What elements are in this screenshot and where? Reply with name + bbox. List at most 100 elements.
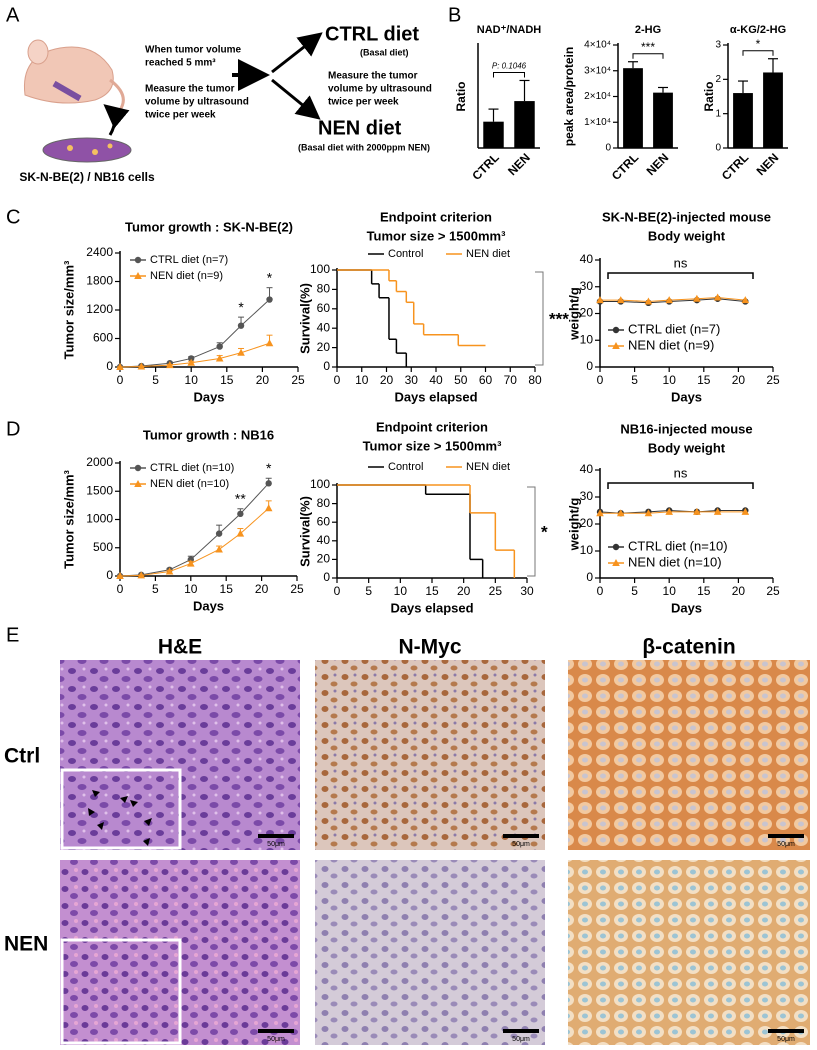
y-tick-label: 0 [605, 143, 611, 154]
category-label: NEN [754, 150, 782, 178]
y-tick-label: 60 [317, 301, 331, 315]
panel-a-text: When tumor volume reached 5 mm³ Measure … [19, 23, 432, 184]
column-header: β-catenin [642, 636, 735, 659]
chart-title: NB16-injected mouse [620, 421, 752, 436]
y-axis-label: weight/g [566, 498, 581, 552]
bar [483, 121, 504, 148]
x-tick-label: 20 [732, 584, 746, 598]
ctrl-detail: (Basal diet) [360, 47, 409, 57]
legend-label: NEN diet (n=9) [150, 270, 223, 282]
ctrl-measure: volume by ultrasound [328, 84, 432, 95]
bar [653, 92, 673, 148]
x-tick-label: 5 [631, 373, 638, 387]
x-tick-label: 15 [697, 584, 711, 598]
legend-label: Control [388, 461, 423, 473]
y-tick-label: 1200 [86, 302, 113, 316]
data-point [188, 355, 195, 362]
legend-marker [612, 559, 620, 566]
measure: volume by ultrasound [145, 97, 249, 108]
legend-label: CTRL diet (n=10) [628, 538, 728, 553]
x-tick-label: 5 [631, 584, 638, 598]
y-tick-label: 0 [323, 570, 330, 584]
data-point [693, 294, 701, 302]
chart-title: α-KG/2-HG [730, 24, 786, 36]
y-tick-label: 20 [580, 306, 594, 320]
panel-label: E [6, 624, 19, 646]
y-tick-label: 2000 [86, 455, 113, 469]
legend-marker [134, 464, 142, 472]
y-tick-label: 0 [106, 359, 113, 373]
data-point [237, 348, 245, 356]
legend-marker [612, 326, 620, 334]
y-tick-label: 0 [323, 359, 330, 373]
y-tick-label: 2×10⁴ [584, 91, 611, 102]
data-point [116, 363, 124, 370]
scale-bar [503, 1029, 539, 1033]
data-point [236, 529, 245, 537]
y-tick-label: 4×10⁴ [584, 40, 611, 51]
category-label: CTRL [609, 150, 642, 183]
y-tick-label: 20 [580, 516, 594, 530]
data-point [616, 296, 625, 304]
chart: 2-HG 0 1×10⁴ 2×10⁴ 3×10⁴ 4×10⁴ peak area/prote… [562, 24, 678, 183]
data-point [137, 571, 146, 579]
data-point [741, 296, 750, 304]
data-point [665, 296, 673, 304]
panel-label: A [6, 4, 20, 26]
x-tick-label: 20 [380, 373, 394, 387]
chart-title: Tumor growth : NB16 [143, 427, 274, 442]
y-tick-label: 80 [317, 496, 331, 510]
x-tick-label: 10 [663, 373, 677, 387]
legend-label: NEN diet (n=9) [628, 337, 714, 352]
x-tick-label: 0 [117, 373, 124, 387]
y-tick-label: 60 [317, 514, 331, 528]
x-tick-label: 10 [185, 373, 199, 387]
sig-bracket [742, 50, 774, 56]
panel-label: C [6, 206, 20, 228]
nen-diet: NEN diet [318, 117, 402, 139]
x-tick-label: 30 [520, 584, 534, 598]
row-label: NEN [4, 933, 48, 956]
x-axis-label: Days elapsed [394, 389, 477, 404]
data-point [216, 343, 223, 350]
bar [623, 68, 643, 148]
y-tick-label: 0 [586, 359, 593, 373]
y-axis-label: Ratio [702, 82, 716, 112]
legend-marker [612, 342, 620, 349]
legend-label: CTRL diet (n=10) [150, 462, 234, 474]
data-point [237, 510, 244, 518]
data-point [266, 296, 273, 303]
x-tick-label: 25 [489, 584, 503, 598]
x-axis-label: Days [193, 598, 224, 613]
x-tick-label: 15 [220, 373, 234, 387]
legend-label: NEN diet [466, 248, 510, 260]
scale-bar-label: 50μm [267, 1036, 285, 1043]
y-tick-label: 20 [317, 552, 331, 566]
x-tick-label: 20 [732, 373, 746, 387]
y-tick-label: 40 [317, 320, 331, 334]
x-tick-label: 0 [597, 584, 604, 598]
x-tick-label: 15 [697, 373, 711, 387]
arrowheads [88, 790, 152, 846]
x-axis-label: Days elapsed [390, 600, 473, 615]
annotation: ns [674, 255, 688, 270]
chart-subtitle: Body weight [648, 228, 726, 243]
data-point [264, 504, 273, 512]
data-point [187, 358, 195, 366]
data-point [116, 572, 124, 579]
y-tick-label: 1800 [86, 274, 113, 288]
legend-marker [134, 480, 142, 487]
y-tick-label: 80 [317, 282, 331, 296]
data-point [165, 567, 174, 575]
x-tick-label: 30 [405, 373, 419, 387]
micrograph [568, 860, 810, 1045]
cells: SK-N-BE(2) / NB16 cells [19, 170, 155, 184]
x-tick-label: 20 [255, 582, 269, 596]
y-axis-label: Survival(%) [297, 283, 312, 354]
x-axis-label: Days [671, 600, 702, 615]
scale-bar [768, 1029, 804, 1033]
y-tick-label: 40 [580, 252, 594, 266]
nen-detail: (Basal diet with 2000ppm NEN) [298, 142, 430, 152]
x-tick-label: 60 [479, 373, 493, 387]
